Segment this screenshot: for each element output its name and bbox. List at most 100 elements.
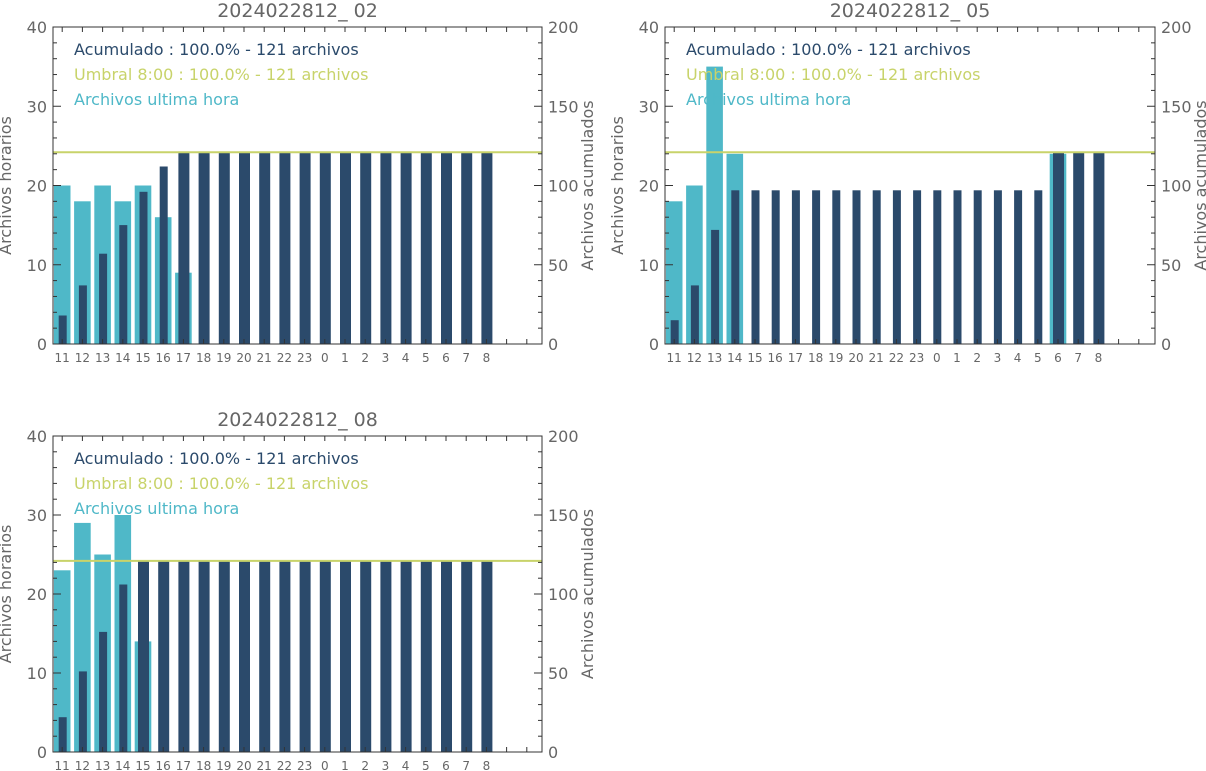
left-tick-label: 40 [27,427,47,446]
cumulative-bar [58,315,67,344]
x-tick-label: 13 [95,351,110,365]
cumulative-bar [852,190,861,344]
left-tick-label: 20 [27,177,47,196]
cumulative-bar [198,152,210,344]
right-axis-label: Archivos acumulados [578,509,597,679]
cumulative-bar [159,166,168,344]
x-tick-label: 3 [994,351,1002,365]
cumulative-bar [218,560,230,752]
right-tick-label: 100 [548,177,579,196]
x-tick-label: 8 [483,351,491,365]
x-tick-label: 0 [321,759,329,771]
x-tick-label: 18 [196,759,211,771]
cumulative-bar [340,560,351,752]
x-tick-label: 5 [422,759,430,771]
cumulative-bar [360,560,372,752]
cumulative-bar [119,225,128,344]
cumulative-bar [360,152,372,344]
x-tick-label: 15 [747,351,762,365]
cumulative-bar [400,560,412,752]
cumulative-bar [1053,152,1064,344]
cumulative-bar [78,671,87,752]
cumulative-bar [993,190,1002,344]
x-tick-label: 18 [808,351,823,365]
x-tick-label: 16 [768,351,783,365]
hourly-bar [665,201,683,344]
x-tick-label: 20 [236,351,251,365]
x-tick-label: 16 [156,351,171,365]
x-tick-label: 17 [176,759,191,771]
left-tick-label: 30 [639,97,659,116]
hourly-bar [53,570,71,752]
cumulative-bar [670,320,679,344]
left-tick-label: 0 [37,743,47,762]
cumulative-bar [198,560,210,752]
x-tick-label: 16 [156,759,171,771]
right-tick-label: 50 [1161,256,1181,275]
cumulative-bar [340,152,351,344]
cumulative-bar [711,229,720,344]
cumulative-bar [1034,190,1043,344]
x-tick-label: 4 [402,759,410,771]
cumulative-bar [299,560,311,752]
cumulative-bar [892,190,901,344]
left-axis-label: Archivos horarios [0,116,15,255]
right-tick-label: 200 [548,18,579,37]
cumulative-bar [99,631,108,752]
cumulative-bar [791,190,800,344]
cumulative-bar [78,285,87,344]
cumulative-bar [420,560,432,752]
right-tick-label: 50 [548,256,568,275]
cumulative-bar [138,560,149,752]
cumulative-bar [1093,152,1105,344]
right-tick-label: 0 [1161,335,1171,354]
cumulative-bar [832,190,841,344]
x-tick-label: 19 [828,351,843,365]
chart-title: 2024022812_ 08 [217,409,378,431]
x-tick-label: 3 [382,351,390,365]
cumulative-bar [1014,190,1023,344]
x-tick-label: 21 [869,351,884,365]
x-tick-label: 22 [889,351,904,365]
left-tick-label: 10 [27,256,47,275]
cumulative-bar [178,560,190,752]
x-tick-label: 19 [216,351,231,365]
chart-title: 2024022812_ 05 [830,0,991,22]
cumulative-bar [441,560,452,752]
x-tick-label: 12 [75,759,90,771]
cumulative-bar [933,190,942,344]
right-tick-label: 100 [548,585,579,604]
x-tick-label: 5 [1034,351,1042,365]
cumulative-bar [481,560,493,752]
x-tick-label: 12 [687,351,702,365]
legend-umbral: Umbral 8:00 : 100.0% - 121 archivos [74,474,368,493]
x-tick-label: 6 [442,759,450,771]
right-axis-label: Archivos acumulados [578,100,597,270]
legend-hourly: Archivos ultima hora [686,90,851,109]
cumulative-bar [259,152,271,344]
x-tick-label: 20 [848,351,863,365]
x-tick-label: 11 [55,759,70,771]
x-tick-label: 0 [321,351,329,365]
x-tick-label: 6 [1054,351,1062,365]
right-tick-label: 200 [1161,18,1192,37]
cumulative-bar [731,190,740,344]
cumulative-bar [299,152,311,344]
cumulative-bar [319,152,331,344]
x-tick-label: 14 [115,351,130,365]
x-tick-label: 18 [196,351,211,365]
cumulative-bar [481,152,493,344]
legend-acumulado: Acumulado : 100.0% - 121 archivos [686,40,971,59]
left-tick-label: 0 [649,335,659,354]
cumulative-bar [279,152,291,344]
left-tick-label: 20 [639,177,659,196]
chart-title: 2024022812_ 02 [217,0,378,22]
right-tick-label: 0 [548,743,558,762]
x-tick-label: 4 [402,351,410,365]
cumulative-bar [953,190,962,344]
left-tick-label: 20 [27,585,47,604]
x-tick-label: 7 [462,759,470,771]
